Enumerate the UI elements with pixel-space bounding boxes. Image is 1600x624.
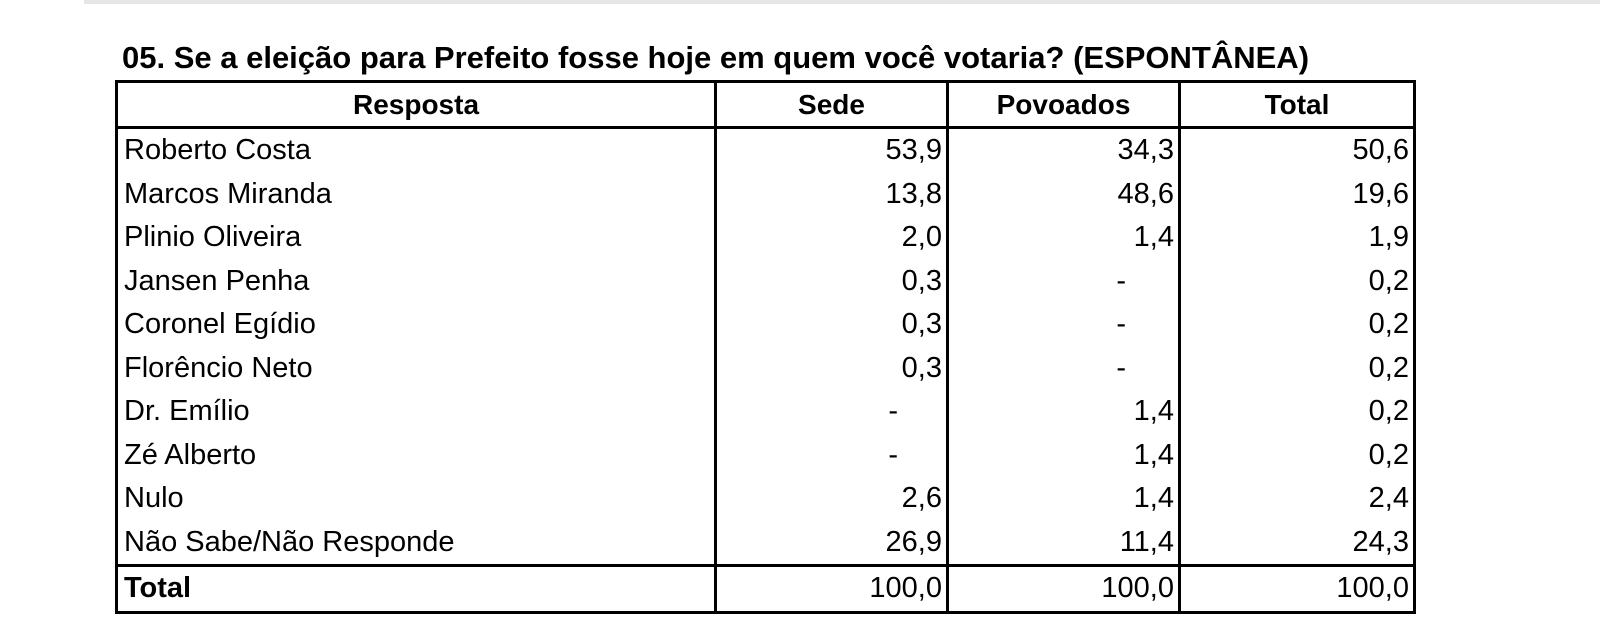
total-label: Total (115, 564, 717, 614)
cell-total: 50,6 (1178, 127, 1416, 173)
cell-resposta: Roberto Costa (115, 127, 717, 173)
table-row: Coronel Egídio 0,3-0,2 (115, 303, 1416, 347)
cell-povoados: - (946, 259, 1181, 303)
total-total: 100,0 (1178, 564, 1416, 614)
table-row: Florêncio Neto 0,3-0,2 (115, 346, 1416, 390)
cell-povoados: 48,6 (946, 172, 1181, 216)
cell-total: 1,9 (1178, 216, 1416, 260)
cell-sede: 53,9 (714, 127, 949, 173)
cell-sede: 26,9 (714, 520, 949, 566)
table-row: Dr. Emílio -1,4 0,2 (115, 390, 1416, 434)
cell-resposta: Zé Alberto (115, 433, 717, 477)
cell-resposta: Florêncio Neto (115, 346, 717, 390)
column-header-sede: Sede (714, 80, 949, 129)
cell-resposta: Não Sabe/Não Responde (115, 520, 717, 566)
table-row: Nulo 2,6 1,4 2,4 (115, 477, 1416, 521)
table-row: Plinio Oliveira 2,0 1,4 1,9 (115, 216, 1416, 260)
cell-sede: 2,6 (714, 477, 949, 521)
cell-povoados: - (946, 346, 1181, 390)
cell-resposta: Jansen Penha (115, 259, 717, 303)
cell-povoados: 1,4 (946, 390, 1181, 434)
cell-resposta: Plinio Oliveira (115, 216, 717, 260)
table-row: Roberto Costa 53,9 34,3 50,6 (115, 127, 1416, 173)
table-row: Jansen Penha 0,3-0,2 (115, 259, 1416, 303)
column-header-povoados: Povoados (946, 80, 1181, 129)
column-header-resposta: Resposta (115, 80, 717, 129)
cell-resposta: Dr. Emílio (115, 390, 717, 434)
cell-sede: 13,8 (714, 172, 949, 216)
page-title: 05. Se a eleição para Prefeito fosse hoj… (122, 40, 1310, 75)
top-edge-shade (84, 0, 1600, 4)
cell-sede: - (714, 390, 949, 434)
cell-povoados: 34,3 (946, 127, 1181, 173)
cell-total: 0,2 (1178, 346, 1416, 390)
table-row: Zé Alberto -1,4 0,2 (115, 433, 1416, 477)
cell-total: 2,4 (1178, 477, 1416, 521)
cell-total: 19,6 (1178, 172, 1416, 216)
total-sede: 100,0 (714, 564, 949, 614)
table-row: Não Sabe/Não Responde 26,9 11,4 24,3 (115, 520, 1416, 566)
table-total-row: Total 100,0 100,0 100,0 (115, 564, 1416, 614)
cell-sede: 2,0 (714, 216, 949, 260)
cell-sede: - (714, 433, 949, 477)
cell-total: 24,3 (1178, 520, 1416, 566)
cell-resposta: Nulo (115, 477, 717, 521)
cell-resposta: Coronel Egídio (115, 303, 717, 347)
table-body: Roberto Costa 53,9 34,3 50,6 Marcos Miranda 1… (115, 127, 1416, 614)
cell-total: 0,2 (1178, 433, 1416, 477)
cell-total: 0,2 (1178, 303, 1416, 347)
cell-povoados: 1,4 (946, 216, 1181, 260)
cell-sede: 0,3 (714, 259, 949, 303)
cell-sede: 0,3 (714, 346, 949, 390)
table-header-row: Resposta Sede Povoados Total (115, 80, 1416, 129)
table-row: Marcos Miranda 13,8 48,6 19,6 (115, 172, 1416, 216)
total-povoados: 100,0 (946, 564, 1181, 614)
cell-povoados: - (946, 303, 1181, 347)
cell-resposta: Marcos Miranda (115, 172, 717, 216)
cell-total: 0,2 (1178, 259, 1416, 303)
cell-total: 0,2 (1178, 390, 1416, 434)
results-table: Resposta Sede Povoados Total Roberto Cos… (115, 80, 1416, 614)
cell-povoados: 1,4 (946, 433, 1181, 477)
column-header-total: Total (1178, 80, 1416, 129)
cell-povoados: 11,4 (946, 520, 1181, 566)
cell-sede: 0,3 (714, 303, 949, 347)
cell-povoados: 1,4 (946, 477, 1181, 521)
